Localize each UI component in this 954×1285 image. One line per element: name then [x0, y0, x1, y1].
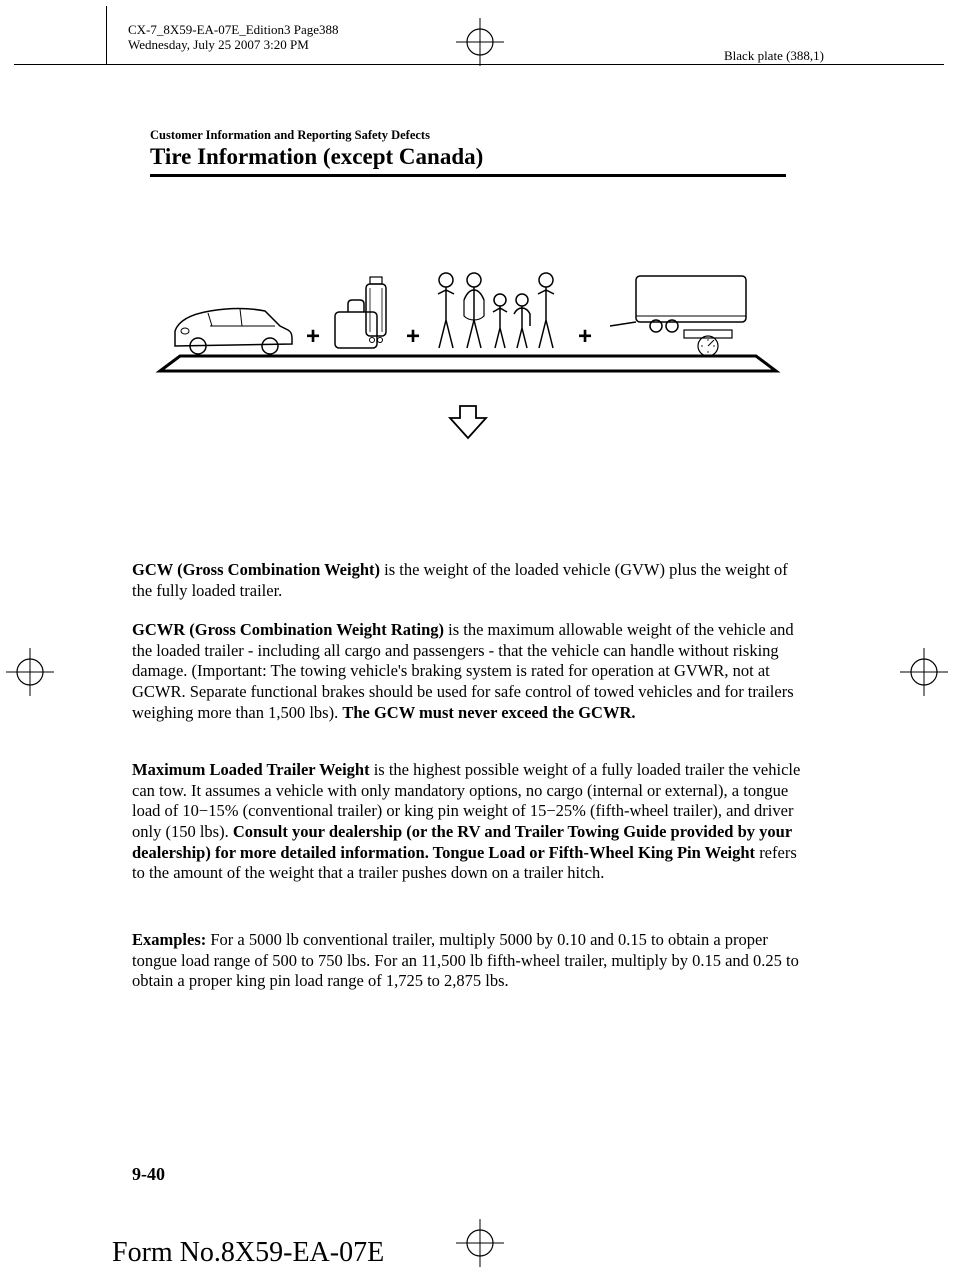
- registration-mark-right: [900, 648, 948, 696]
- svg-text:+: +: [306, 323, 320, 350]
- mltw-paragraph: Maximum Loaded Trailer Weight is the hig…: [132, 760, 806, 884]
- header-timestamp: Wednesday, July 25 2007 3:20 PM: [128, 37, 309, 53]
- passengers-icon: [438, 273, 554, 348]
- down-arrow-icon: [450, 406, 486, 438]
- examples-label: Examples:: [132, 930, 206, 949]
- section-rule: [150, 174, 786, 177]
- mltw-term: Maximum Loaded Trailer Weight: [132, 760, 370, 779]
- gcwr-term: GCWR (Gross Combination Weight Rating): [132, 620, 444, 639]
- gcw-paragraph: GCW (Gross Combination Weight) is the we…: [132, 560, 806, 601]
- header-doc-id: CX-7_8X59-EA-07E_Edition3 Page388: [128, 22, 339, 38]
- gcw-term: GCW (Gross Combination Weight): [132, 560, 380, 579]
- luggage-icon: [335, 277, 386, 348]
- vehicle-icon: [175, 309, 292, 355]
- registration-mark-top: [456, 18, 504, 66]
- svg-text:+: +: [406, 323, 420, 350]
- section-title: Tire Information (except Canada): [150, 144, 483, 170]
- section-label: Customer Information and Reporting Safet…: [150, 128, 430, 143]
- form-number: Form No.8X59-EA-07E: [112, 1237, 384, 1269]
- examples-paragraph: Examples: For a 5000 lb conventional tra…: [132, 930, 806, 992]
- gcwr-warning: The GCW must never exceed the GCWR.: [342, 703, 635, 722]
- svg-text:+: +: [578, 323, 592, 350]
- plate-label: Black plate (388,1): [724, 48, 824, 64]
- registration-mark-left: [6, 648, 54, 696]
- examples-text: For a 5000 lb conventional trailer, mult…: [132, 930, 799, 990]
- registration-mark-bottom: [456, 1219, 504, 1267]
- gcwr-paragraph: GCWR (Gross Combination Weight Rating) i…: [132, 620, 806, 723]
- gcw-diagram: + +: [150, 256, 786, 456]
- trailer-scale-icon: [610, 276, 746, 356]
- page-number: 9-40: [132, 1164, 165, 1185]
